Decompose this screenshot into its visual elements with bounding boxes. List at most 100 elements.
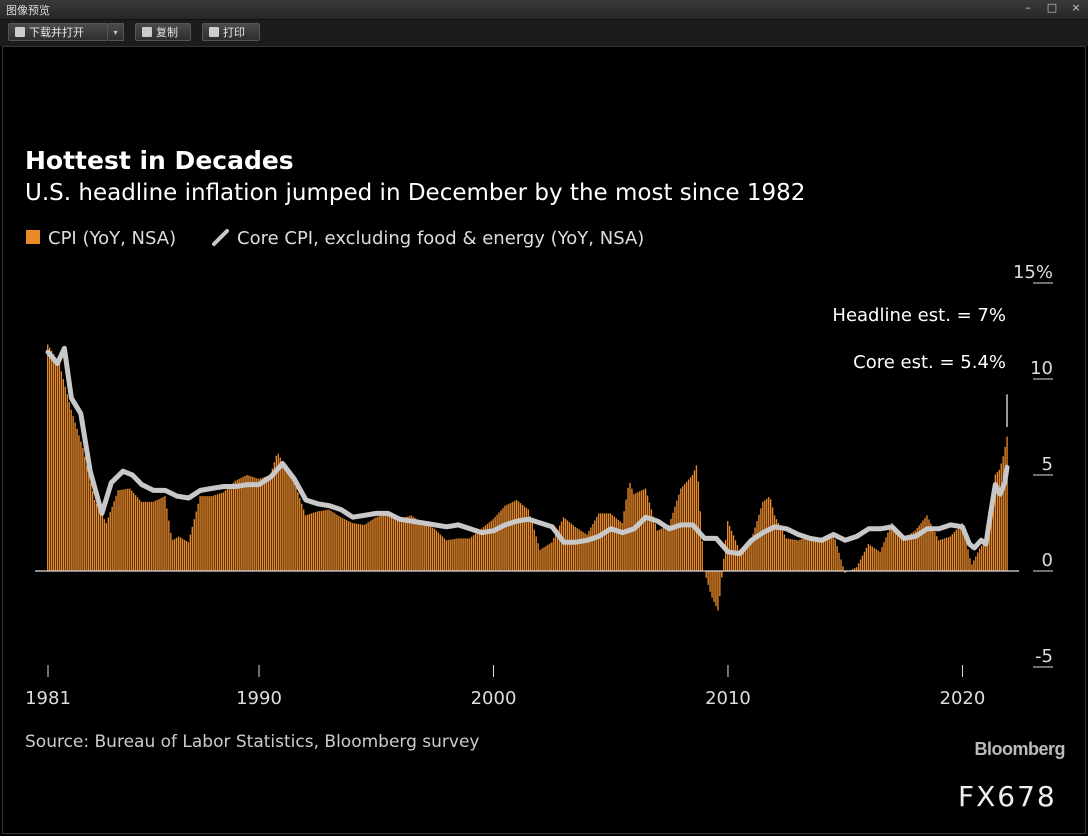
cpi-bar [174,538,176,571]
cpi-bar [514,500,516,571]
cpi-bar [857,563,860,571]
cpi-bar [398,519,401,571]
cpi-bar [392,516,395,571]
cpi-bar [998,469,1000,571]
cpi-bar [267,475,270,571]
cpi-bar [193,519,195,571]
cpi-bar [396,518,399,571]
cpi-bar [840,559,842,571]
cpi-bar [830,533,832,571]
cpi-bar [727,521,729,571]
cpi-bar [666,525,668,571]
cpi-bar [301,503,303,571]
cpi-bar [861,555,864,571]
toolbar: 下载并打开 ▾ 复制 打印 [0,20,1088,46]
cpi-bar [387,513,389,571]
cpi-bar [920,523,922,571]
cpi-bar [623,511,625,571]
cpi-bar [891,523,893,571]
cpi-bar [150,501,152,571]
cpi-bar [523,506,526,571]
cpi-bar [881,547,883,571]
cpi-bar [580,530,582,571]
cpi-bar [56,360,59,571]
cpi-bar [383,514,385,571]
download-open-button[interactable]: 下载并打开 [8,23,108,41]
cpi-bar [680,488,682,571]
cpi-bar [166,508,168,571]
cpi-bar [744,545,746,571]
cpi-bar [961,523,963,571]
maximize-icon[interactable]: □ [1046,1,1058,14]
cpi-bar [148,501,150,571]
cpi-bar [957,527,959,571]
cpi-bar [281,461,283,571]
cpi-bar [152,501,154,571]
cpi-bar [902,538,905,571]
cpi-bar [72,416,74,571]
cpi-bar [529,516,531,571]
cpi-bar [879,551,881,571]
cpi-bar [781,530,784,571]
cpi-bar [101,515,104,571]
cpi-bar [769,499,772,571]
cpi-bar [947,537,950,571]
cpi-bar [953,531,956,571]
cpi-bar [748,541,750,571]
copy-button[interactable]: 复制 [135,23,191,41]
cpi-bar [375,517,377,571]
cpi-bar [275,455,277,571]
cpi-bar [812,537,815,571]
cpi-bar [777,523,780,571]
cpi-bar [596,516,598,571]
cpi-bar [164,496,166,571]
print-button[interactable]: 打印 [202,23,260,41]
cpi-bar [553,538,555,571]
cpi-bar [410,515,412,571]
cpi-bar [293,480,295,571]
cpi-bar [207,496,209,571]
cpi-bar [97,507,100,571]
cpi-bar [344,519,346,571]
cpi-bar [134,495,137,571]
cpi-bar [828,535,830,571]
cpi-bar [803,538,805,571]
cpi-bar [844,571,846,573]
cpi-bar [578,529,580,571]
cpi-bar [478,530,481,571]
cpi-bar [234,480,236,571]
cpi-bar [172,539,174,571]
source-note: Source: Bureau of Labor Statistics, Bloo… [25,732,480,752]
x-tick-label: 1990 [236,688,282,709]
cpi-bar [62,379,65,571]
cpi-bar [418,520,420,571]
cpi-bar [607,513,610,571]
cpi-bar [709,571,711,592]
cpi-bar [91,491,94,571]
cpi-bar [721,571,723,578]
cpi-bar [58,363,61,571]
cpi-bar [238,478,240,571]
cpi-bar [642,489,645,571]
core-cpi-line [45,345,1010,557]
close-icon[interactable]: × [1071,1,1081,14]
cpi-bar [320,510,322,571]
cpi-bar [598,513,600,571]
cpi-bar [545,546,547,571]
cpi-bar [693,470,696,571]
cpi-bar [302,509,305,571]
cpi-bar [527,509,530,571]
cpi-bar [111,506,113,571]
cpi-bar [228,486,231,571]
minimize-icon[interactable]: – [1025,1,1031,14]
cpi-bar [617,519,619,571]
cpi-bar [652,516,655,571]
download-dropdown-button[interactable]: ▾ [108,23,124,41]
cpi-bar [420,521,422,571]
cpi-bar [750,540,752,571]
cpi-bar [127,488,129,571]
cpi-bar [592,523,594,571]
cpi-bar [217,494,219,571]
cpi-bar [345,520,348,571]
cpi-bar [939,539,942,571]
